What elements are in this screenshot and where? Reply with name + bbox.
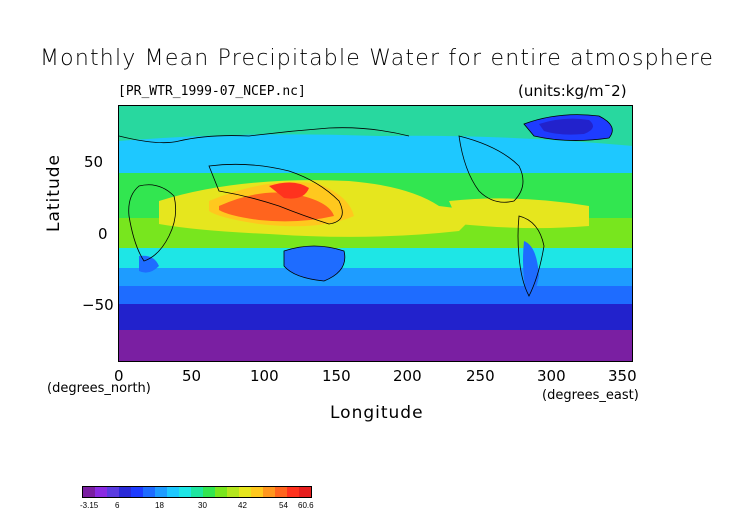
colorbar-swatch: [239, 487, 251, 497]
x-tick-200: 200: [393, 367, 422, 385]
colorbar-swatch: [143, 487, 155, 497]
x-tick-0: 0: [114, 367, 124, 385]
colorbar-swatch: [167, 487, 179, 497]
colorbar-swatch: [299, 487, 311, 497]
y-unit-label: (degrees_north): [47, 381, 151, 396]
zone-hot-india: [269, 182, 309, 199]
y-axis-title: Latitude: [44, 154, 64, 232]
zone-yellow-americas: [449, 198, 589, 229]
x-tick-350: 350: [608, 367, 637, 385]
units-label: (units:kg/m¯2): [518, 82, 627, 100]
map-svg: [119, 106, 632, 361]
zone-hot-asia: [219, 192, 334, 222]
colorbar-swatch: [215, 487, 227, 497]
colorbar-label-5: 54: [279, 501, 288, 510]
colorbar-swatch: [119, 487, 131, 497]
colorbar-swatch: [155, 487, 167, 497]
colorbar-swatch: [275, 487, 287, 497]
band-south-cyan: [119, 246, 632, 268]
colorbar-label-3: 30: [198, 501, 207, 510]
colorbar-swatch: [263, 487, 275, 497]
colorbar-swatch: [95, 487, 107, 497]
x-tick-250: 250: [466, 367, 495, 385]
colorbar-label-0: -3.15: [80, 501, 99, 510]
x-tick-100: 100: [250, 367, 279, 385]
x-tick-300: 300: [537, 367, 566, 385]
colorbar-label-1: 6: [115, 501, 120, 510]
colorbar-label-6: 60.6: [298, 501, 314, 510]
colorbar-swatch: [203, 487, 215, 497]
x-tick-150: 150: [322, 367, 351, 385]
file-label: [PR_WTR_1999-07_NCEP.nc]: [118, 84, 306, 99]
colorbar-swatch: [227, 487, 239, 497]
band-south-high: [119, 302, 632, 330]
colorbar-label-2: 18: [155, 501, 164, 510]
zone-australia: [284, 246, 345, 281]
x-unit-label: (degrees_east): [542, 388, 639, 403]
band-south-mid: [119, 284, 632, 304]
y-tick-50: 50: [84, 153, 104, 171]
zone-arctic-green: [119, 106, 632, 146]
zone-greenland-core: [539, 118, 593, 135]
x-tick-50: 50: [182, 367, 202, 385]
colorbar-swatch: [83, 487, 95, 497]
colorbar-swatch: [287, 487, 299, 497]
y-tick-0: 0: [98, 225, 108, 243]
zone-south-africa: [139, 255, 159, 273]
colorbar-swatch: [179, 487, 191, 497]
x-axis-title: Longitude: [330, 403, 424, 423]
map-title: Monthly Mean Precipitable Water for enti…: [40, 46, 715, 71]
y-tick-minus-50: −50: [82, 296, 114, 314]
colorbar: [82, 486, 312, 498]
colorbar-swatch: [251, 487, 263, 497]
band-south-sub: [119, 266, 632, 286]
colorbar-label-4: 42: [238, 501, 247, 510]
colorbar-swatch: [131, 487, 143, 497]
band-south-polar: [119, 328, 632, 361]
coastlines: [119, 114, 613, 297]
precipitable-water-map: [118, 105, 633, 362]
colorbar-swatch: [191, 487, 203, 497]
colorbar-swatch: [107, 487, 119, 497]
